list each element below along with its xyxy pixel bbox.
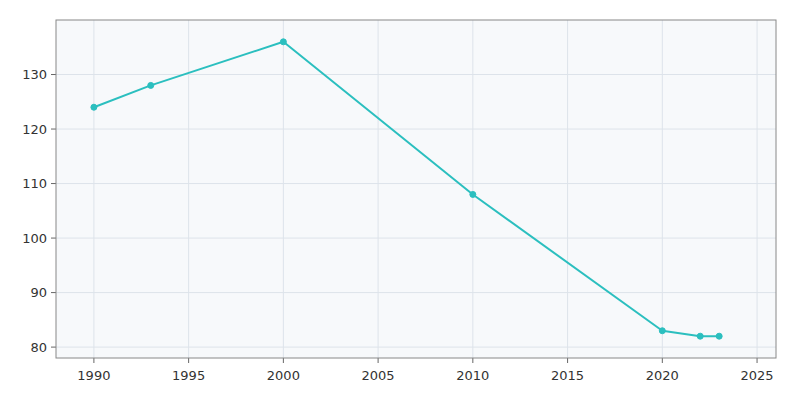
grid-line-y xyxy=(56,129,776,130)
tick-label-y: 80 xyxy=(30,340,47,355)
plot-area xyxy=(56,20,776,358)
tick-x xyxy=(283,358,284,363)
tick-y xyxy=(51,292,56,293)
tick-label-y: 100 xyxy=(22,231,47,246)
tick-label-y: 90 xyxy=(30,285,47,300)
point xyxy=(716,333,722,339)
grid-line-y xyxy=(56,292,776,293)
grid-line-x xyxy=(378,20,379,358)
tick-y xyxy=(51,129,56,130)
point xyxy=(91,104,97,110)
tick-y xyxy=(51,347,56,348)
tick-label-y: 110 xyxy=(22,176,47,191)
line xyxy=(94,42,719,336)
grid-line-y xyxy=(56,183,776,184)
tick-label-x: 2000 xyxy=(267,368,300,383)
series xyxy=(91,39,722,339)
point xyxy=(470,191,476,197)
tick-label-x: 2025 xyxy=(741,368,774,383)
plot-frame xyxy=(56,20,776,358)
tick-x xyxy=(93,358,94,363)
tick-x xyxy=(188,358,189,363)
grid-line-y xyxy=(56,347,776,348)
grid-line-x xyxy=(188,20,189,358)
grid-line-y xyxy=(56,74,776,75)
point xyxy=(148,82,154,88)
tick-x xyxy=(662,358,663,363)
tick-y xyxy=(51,183,56,184)
tick-label-x: 2010 xyxy=(456,368,489,383)
tick-label-x: 1995 xyxy=(172,368,205,383)
point xyxy=(697,333,703,339)
tick-label-x: 2015 xyxy=(551,368,584,383)
tick-label-x: 2020 xyxy=(646,368,679,383)
point xyxy=(659,328,665,334)
grid-line-y xyxy=(56,238,776,239)
grid-line-x xyxy=(472,20,473,358)
tick-label-y: 120 xyxy=(22,122,47,137)
tick-x xyxy=(472,358,473,363)
grid xyxy=(56,20,776,358)
grid-line-x xyxy=(283,20,284,358)
chart: 1990 1995 2000 2005 2010 2015 2020 2025 80 90 100 1… xyxy=(0,0,800,400)
point xyxy=(280,39,286,45)
grid-line-x xyxy=(757,20,758,358)
tick-label-y: 130 xyxy=(22,67,47,82)
tick-y xyxy=(51,238,56,239)
grid-line-x xyxy=(662,20,663,358)
tick-label-x: 1990 xyxy=(77,368,110,383)
tick-label-x: 2005 xyxy=(362,368,395,383)
tick-y xyxy=(51,74,56,75)
grid-line-x xyxy=(93,20,94,358)
axes: 1990 1995 2000 2005 2010 2015 2020 2025 80 90 100 1… xyxy=(22,67,773,383)
tick-x xyxy=(378,358,379,363)
tick-x xyxy=(757,358,758,363)
tick-x xyxy=(567,358,568,363)
grid-line-x xyxy=(567,20,568,358)
